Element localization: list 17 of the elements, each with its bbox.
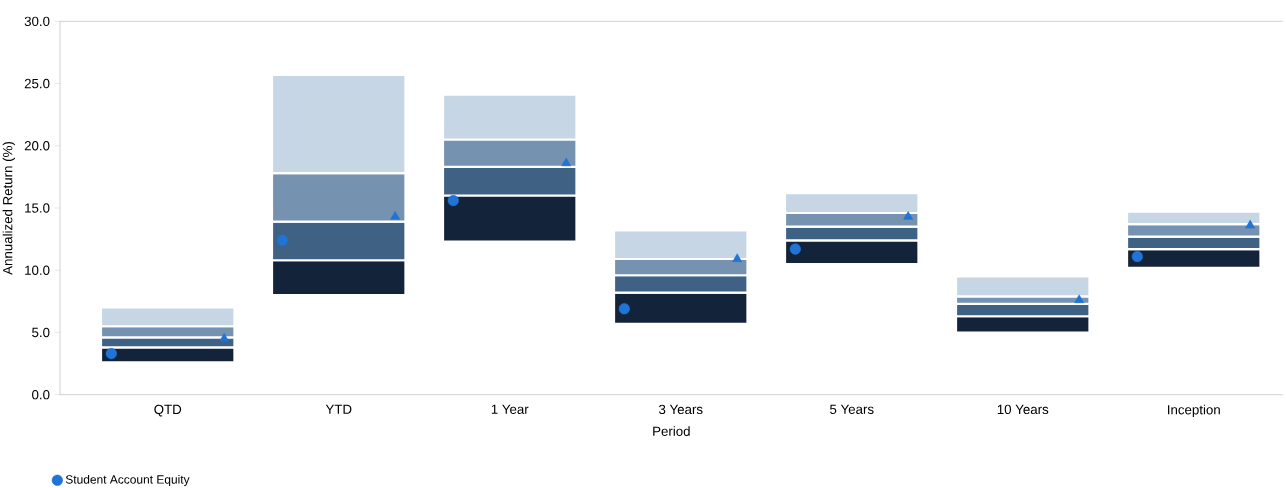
y-tick-label: 30.0: [24, 16, 50, 27]
x-tick-label: QTD: [154, 404, 182, 417]
x-tick-label: 3 Years: [658, 404, 703, 415]
y-axis-title: Annualized Return (%): [2, 142, 16, 275]
legend-label: Student Account Equity: [65, 474, 190, 487]
y-tick-label: 25.0: [24, 78, 50, 89]
x-tick-label: 1 Year: [491, 404, 529, 414]
y-tick-label: 10.0: [25, 265, 50, 275]
y-tick-label: 15.0: [25, 203, 50, 213]
x-tick-label: Inception: [1168, 404, 1220, 418]
y-tick-label: 5.0: [32, 327, 50, 338]
y-tick-label: 0.0: [32, 389, 50, 400]
x-tick-label: 5 Years: [830, 404, 874, 414]
x-tick-label: 10 Years: [997, 404, 1049, 415]
x-axis-title: Period: [653, 426, 690, 436]
y-tick-label: 20.0: [24, 141, 50, 151]
x-tick-label: YTD: [325, 404, 352, 414]
